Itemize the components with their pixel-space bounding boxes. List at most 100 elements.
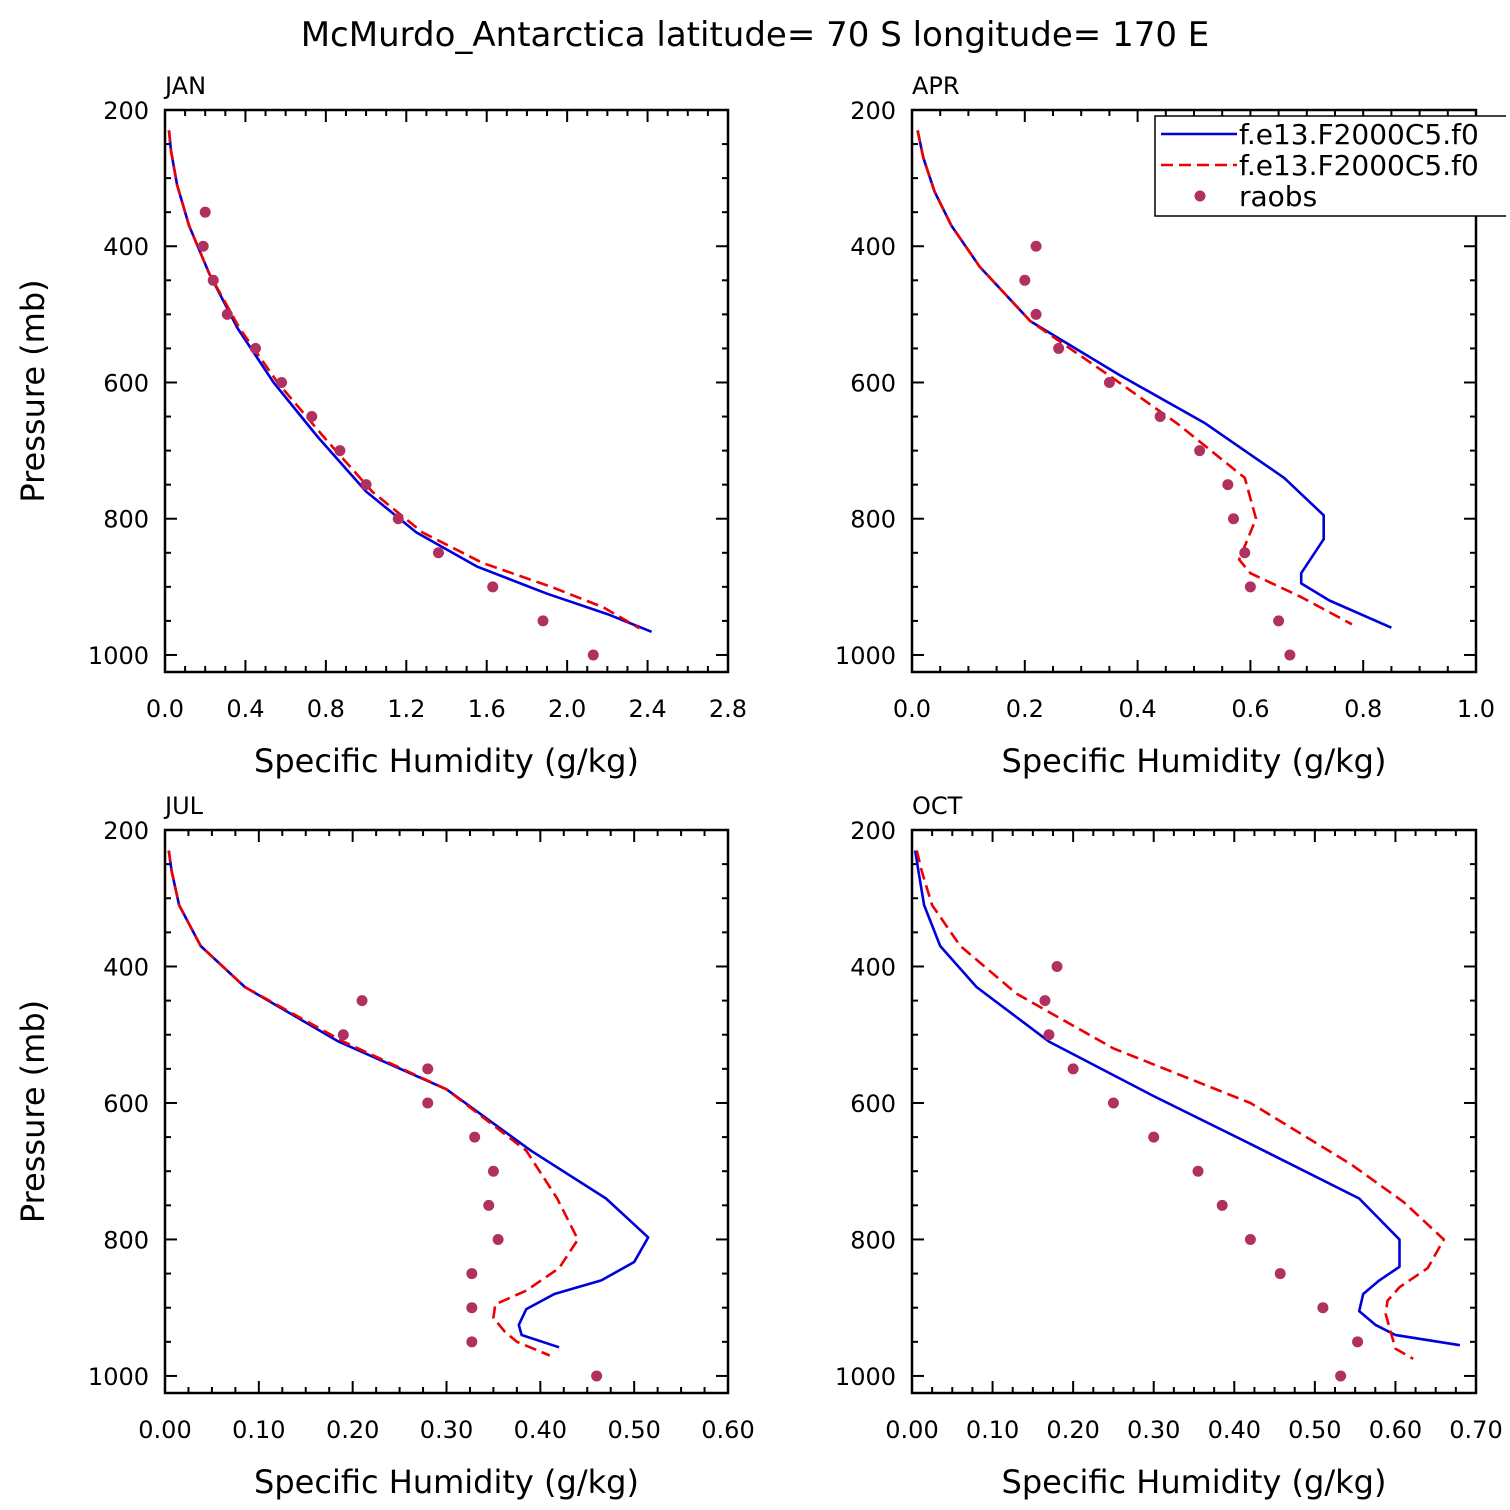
y-tick-label: 400 [850, 233, 896, 261]
x-axis-title: Specific Humidity (g/kg) [1002, 1463, 1387, 1501]
x-tick-label: 1.6 [468, 695, 506, 723]
panel-apr: APR 0.0 0.2 0.4 0.6 0.8 1.0 200 400 600 800 1000 Spe… [835, 72, 1495, 780]
y-tick-label: 1000 [835, 1363, 896, 1391]
raobs-point [1335, 1370, 1347, 1382]
raobs-point [337, 1029, 349, 1041]
x-tick-label: 1.0 [1457, 695, 1495, 723]
raobs-point [1154, 411, 1166, 423]
raobs-point [1030, 240, 1042, 252]
raobs-point [207, 274, 219, 286]
panel-label: OCT [912, 792, 963, 820]
x-tick-label: 0.40 [1208, 1416, 1261, 1444]
raobs-point [487, 1165, 499, 1177]
raobs-point [1352, 1336, 1364, 1348]
y-tick-label: 600 [103, 369, 149, 397]
plot-area [913, 850, 1461, 1382]
raobs-point [1227, 513, 1239, 525]
legend-frame [1154, 115, 1506, 217]
y-axis-title: Pressure (mb) [14, 1000, 52, 1223]
x-tick-label: 2.8 [709, 695, 747, 723]
x-tick-label: 0.10 [232, 1416, 285, 1444]
raobs-point [1222, 479, 1234, 491]
x-tick-label: 2.0 [548, 695, 586, 723]
raobs-point [1284, 649, 1296, 661]
legend-label: f.e13.F2000C5.f0 [1239, 118, 1479, 151]
y-tick-label: 800 [103, 506, 149, 534]
model1-line [167, 850, 650, 1349]
raobs-point [487, 581, 499, 593]
x-tick-label: 0.0 [893, 695, 931, 723]
plot-area [167, 850, 650, 1382]
raobs-point [334, 445, 346, 457]
panel-label: JUL [163, 792, 204, 820]
plot-area [167, 130, 653, 661]
x-tick-label: 1.2 [387, 695, 425, 723]
y-tick-label: 400 [103, 233, 149, 261]
x-tick-label: 0.60 [701, 1416, 754, 1444]
raobs-point [1274, 1268, 1286, 1280]
model2-line [167, 850, 580, 1357]
raobs-point [1244, 581, 1256, 593]
x-tick-label: 0.8 [307, 695, 345, 723]
x-tick-label: 2.4 [628, 695, 666, 723]
panel-jan: JAN 0.0 0.4 0.8 1.2 1.6 2.0 2.4 2.8 200 400 600 800 1… [14, 72, 747, 780]
y-tick-label: 1000 [835, 642, 896, 670]
x-tick-label: 0.40 [514, 1416, 567, 1444]
x-tick-label: 0.00 [885, 1416, 938, 1444]
x-tick-label: 0.30 [420, 1416, 473, 1444]
legend-label: raobs [1239, 180, 1317, 213]
x-axis-title: Specific Humidity (g/kg) [254, 1463, 639, 1501]
panel-oct: OCT 0.00 0.10 0.20 0.30 0.40 0.50 0.60 0.70 200 40… [835, 792, 1503, 1501]
raobs-point [1043, 1029, 1055, 1041]
raobs-point [466, 1336, 478, 1348]
legend-label: f.e13.F2000C5.f0 [1239, 149, 1479, 182]
raobs-point [1194, 445, 1206, 457]
y-tick-label: 600 [103, 1090, 149, 1118]
model2-line [915, 850, 1446, 1361]
raobs-point [1273, 615, 1285, 627]
y-tick-label: 600 [850, 369, 896, 397]
raobs-point [466, 1268, 478, 1280]
raobs-point [432, 547, 444, 559]
y-tick-label: 800 [850, 1226, 896, 1254]
y-tick-label: 200 [850, 817, 896, 845]
raobs-point [1107, 1097, 1119, 1109]
panel-jul: JUL 0.00 0.10 0.20 0.30 0.40 0.50 0.60 200 400 600… [14, 792, 755, 1501]
y-tick-label: 800 [850, 506, 896, 534]
y-tick-label: 400 [103, 953, 149, 981]
y-tick-label: 400 [850, 953, 896, 981]
raobs-point [197, 240, 209, 252]
raobs-point [392, 513, 404, 525]
raobs-point [466, 1302, 478, 1314]
x-tick-label: 0.8 [1344, 695, 1382, 723]
x-tick-label: 0.0 [146, 695, 184, 723]
raobs-point [587, 649, 599, 661]
raobs-point [1148, 1131, 1160, 1143]
x-tick-label: 0.30 [1127, 1416, 1180, 1444]
panel-label: APR [912, 72, 960, 100]
model1-line [167, 130, 653, 634]
raobs-point [1239, 547, 1251, 559]
y-tick-label: 800 [103, 1226, 149, 1254]
x-tick-label: 0.20 [1046, 1416, 1099, 1444]
plot-area [916, 130, 1392, 661]
x-tick-label: 0.10 [966, 1416, 1019, 1444]
raobs-point [306, 411, 318, 423]
y-tick-label: 600 [850, 1090, 896, 1118]
raobs-point [1244, 1233, 1256, 1245]
model2-line [167, 130, 641, 630]
raobs-point [1317, 1302, 1329, 1314]
y-tick-label: 200 [103, 97, 149, 125]
x-axis-title: Specific Humidity (g/kg) [1002, 742, 1387, 780]
x-tick-label: 0.50 [1288, 1416, 1341, 1444]
raobs-point [356, 995, 368, 1007]
raobs-point [1039, 995, 1051, 1007]
x-tick-label: 0.2 [1006, 695, 1044, 723]
model1-line [913, 850, 1461, 1347]
raobs-point [199, 206, 211, 218]
x-tick-label: 0.6 [1231, 695, 1269, 723]
y-axis-title: Pressure (mb) [14, 279, 52, 502]
y-tick-label: 200 [103, 817, 149, 845]
model2-line [916, 130, 1353, 626]
